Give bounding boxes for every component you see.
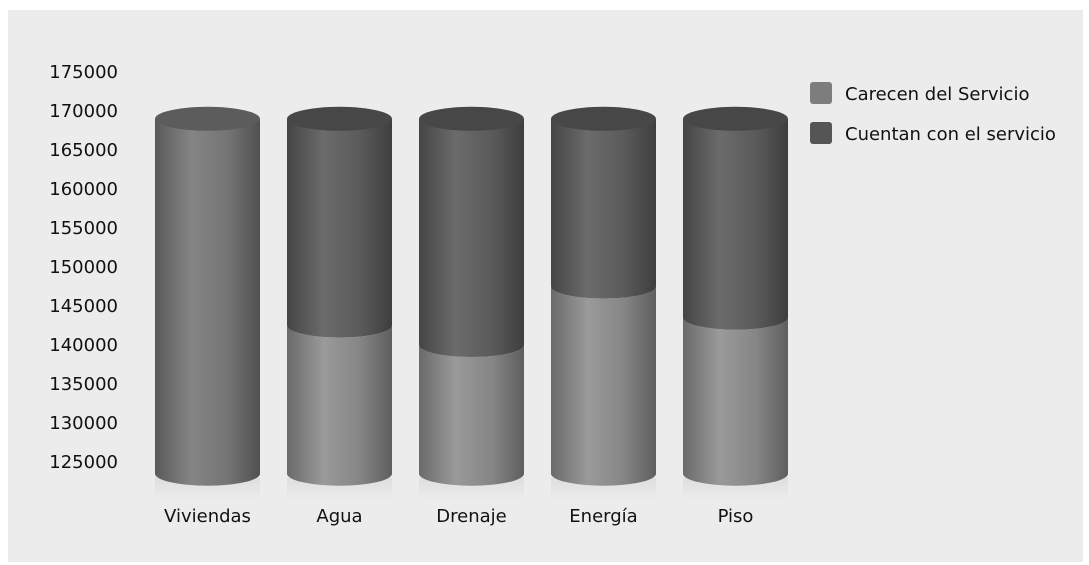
y-tick-label: 175000 bbox=[49, 62, 118, 83]
bar-segment-carecen-del-servicio bbox=[683, 118, 788, 330]
cylinder-drenaje bbox=[419, 106, 524, 500]
bar-segment-carecen-del-servicio bbox=[419, 118, 524, 357]
bar-segment-cuentan-con-el-servicio bbox=[551, 286, 656, 486]
bar-top-cap bbox=[683, 106, 788, 131]
x-tick-label: Drenaje bbox=[436, 506, 506, 527]
y-tick-label: 170000 bbox=[49, 101, 118, 122]
legend-label: Cuentan con el servicio bbox=[845, 124, 1056, 145]
y-tick-label: 140000 bbox=[49, 335, 118, 356]
y-tick-label: 125000 bbox=[49, 452, 118, 473]
legend-swatch bbox=[810, 82, 832, 104]
x-tick-label: Agua bbox=[316, 506, 362, 527]
bar-segment-carecen-del-servicio bbox=[287, 118, 392, 338]
legend-swatch bbox=[810, 122, 832, 144]
legend-label: Carecen del Servicio bbox=[845, 84, 1029, 105]
y-tick-label: 130000 bbox=[49, 413, 118, 434]
y-tick-label: 150000 bbox=[49, 257, 118, 278]
bar-segment-total bbox=[155, 118, 260, 486]
y-axis: 175000 170000 165000 160000 155000 150000 1450… bbox=[49, 62, 118, 473]
cylinder-viviendas bbox=[155, 106, 260, 500]
cylinder-energía bbox=[551, 106, 656, 500]
bar-segment-cuentan-con-el-servicio bbox=[287, 325, 392, 486]
bar-segment-cuentan-con-el-servicio bbox=[683, 317, 788, 486]
y-tick-label: 135000 bbox=[49, 374, 118, 395]
x-tick-label: Piso bbox=[718, 506, 754, 527]
y-tick-label: 165000 bbox=[49, 140, 118, 161]
bar-top-cap bbox=[551, 106, 656, 131]
bar-segment-cuentan-con-el-servicio bbox=[419, 345, 524, 486]
bar-top-cap bbox=[287, 106, 392, 131]
y-tick-label: 145000 bbox=[49, 296, 118, 317]
x-tick-label: Viviendas bbox=[164, 506, 251, 527]
y-tick-label: 160000 bbox=[49, 179, 118, 200]
y-tick-label: 155000 bbox=[49, 218, 118, 239]
bar-segment-carecen-del-servicio bbox=[551, 118, 656, 299]
x-tick-label: Energía bbox=[569, 506, 637, 527]
bar-top-cap bbox=[419, 106, 524, 131]
bars-group bbox=[155, 106, 788, 500]
cylinder-piso bbox=[683, 106, 788, 500]
bar-top-cap bbox=[155, 106, 260, 131]
cylinder-agua bbox=[287, 106, 392, 500]
x-axis-labels: Viviendas Agua Drenaje Energía Piso bbox=[164, 506, 753, 527]
legend: Carecen del Servicio Cuentan con el servi… bbox=[810, 82, 1056, 145]
